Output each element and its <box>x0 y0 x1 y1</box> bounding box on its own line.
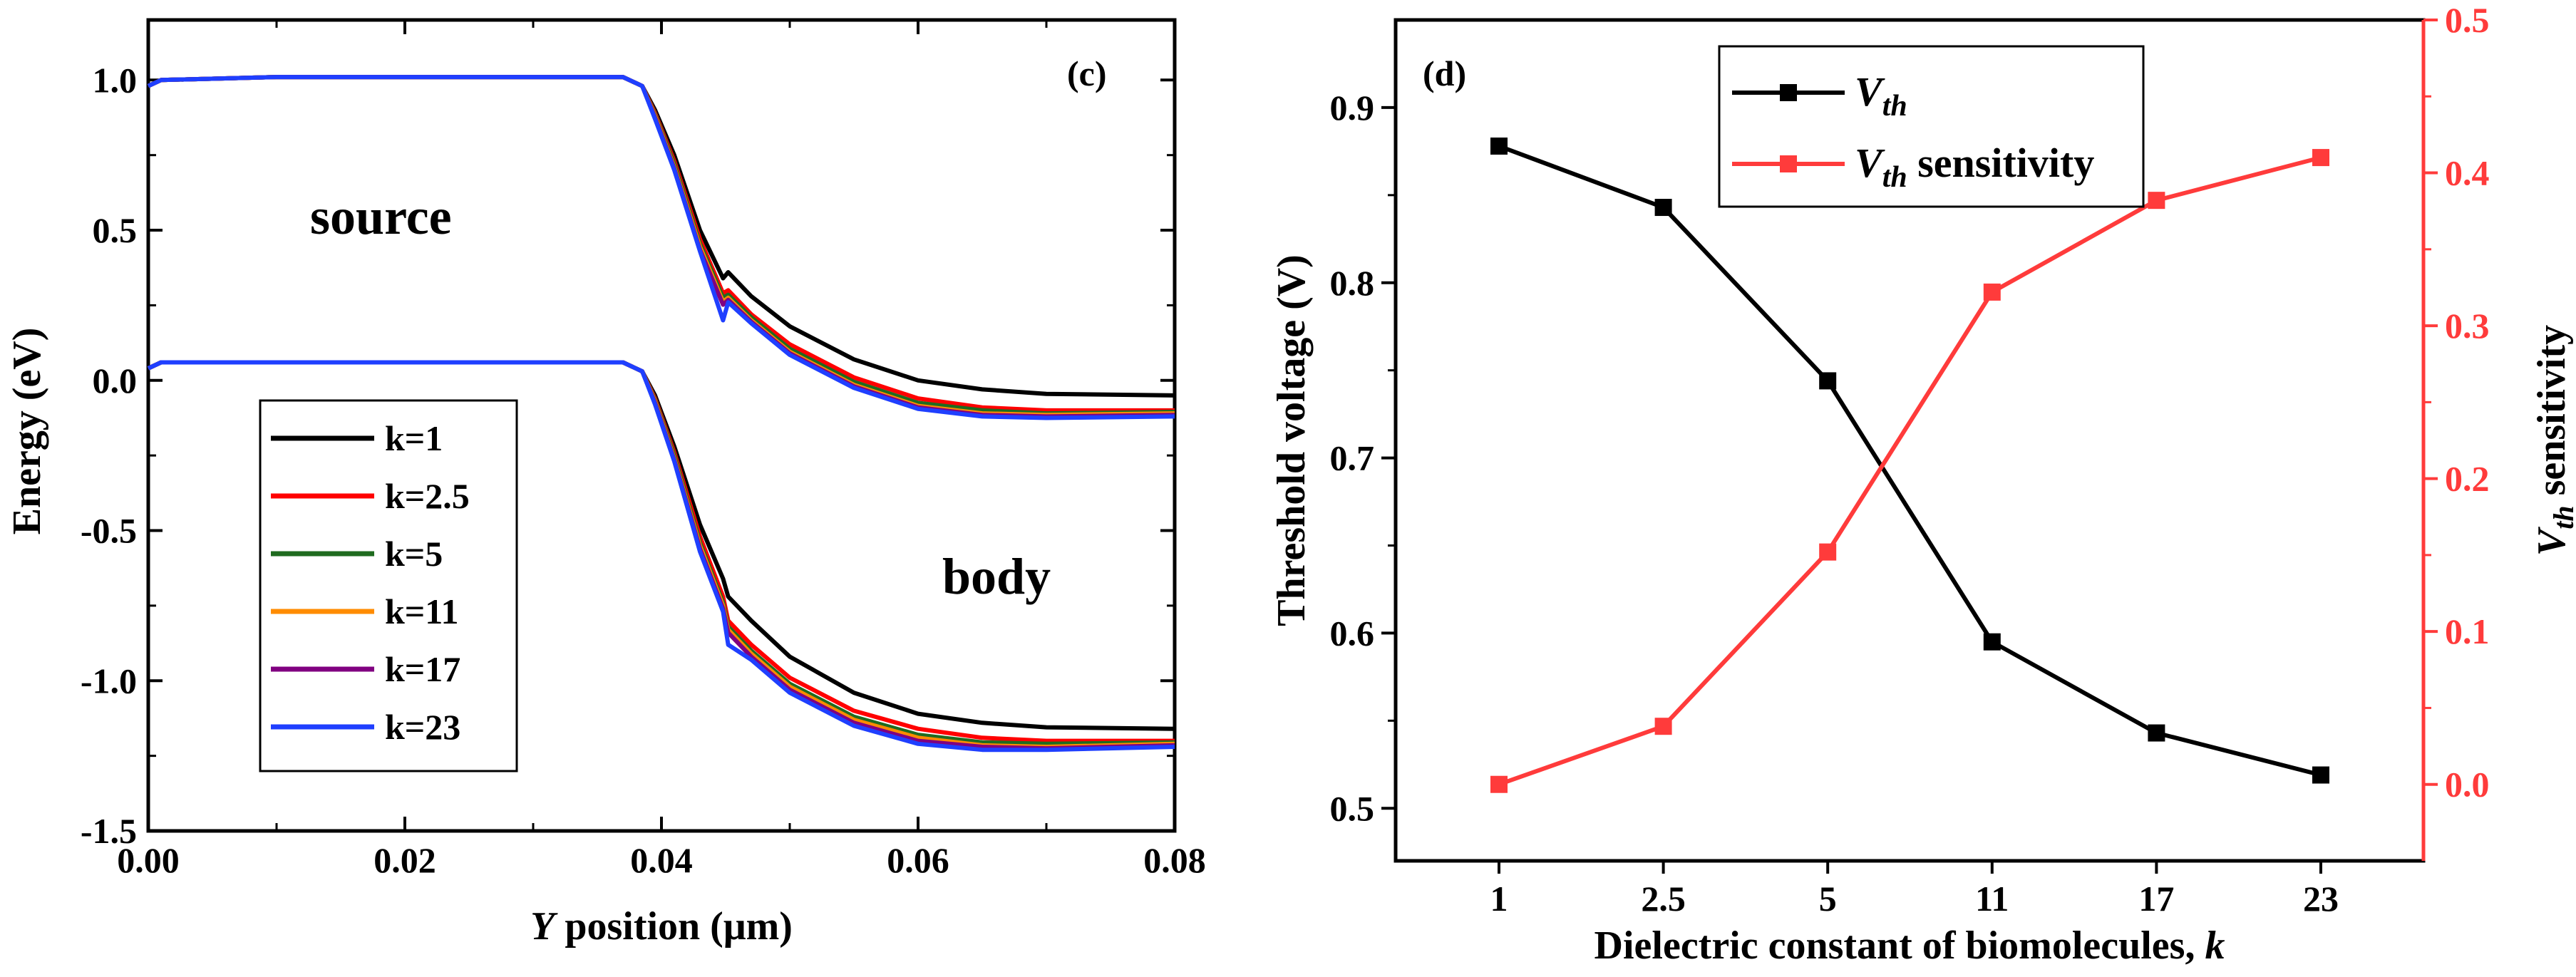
panel-d-ticks: 1 2.5 5 11 17 23 0.5 0.6 0.7 0.8 0.9 0.0 0.1 0.2 0.3 0.… <box>1330 0 2490 919</box>
panel-c-label: (c) <box>1067 53 1107 93</box>
panel-c-legend: k=1 k=2.5 k=5 k=11 k=17 k=23 <box>259 399 518 772</box>
panel-d-right-y-axis-rest: sensitivity <box>2530 325 2574 506</box>
panel-d-x-axis-var: k <box>2205 924 2225 968</box>
panel-d-series-lines <box>1490 138 2329 793</box>
series-left-marker-23 <box>2312 766 2329 784</box>
panel-d-legend-marker-1 <box>1780 155 1797 172</box>
panel-d-threshold-chart: 1 2.5 5 11 17 23 0.5 0.6 0.7 0.8 0.9 0.0 0.1 0.2 0.3 0.… <box>1269 0 2576 968</box>
panel-d-left-y-tick-label-4: 0.9 <box>1330 88 1375 128</box>
series-right-marker-5 <box>1819 543 1837 561</box>
panel-c-ticks: 0.00 0.02 0.04 0.06 0.08 -1.5 -1.0 -0.5 0.0 0.5 1.… <box>81 20 1206 880</box>
panel-c-y-tick-label-4: 0.5 <box>93 210 138 250</box>
panel-c-energy-band-chart: 0.00 0.02 0.04 0.06 0.08 -1.5 -1.0 -0.5 0.0 0.5 1.… <box>5 18 1206 948</box>
series-right-marker-2.5 <box>1654 718 1672 735</box>
panel-d-legend-box <box>1718 45 2145 208</box>
panel-d-right-y-axis-sub: th <box>2547 505 2576 529</box>
panel-d-legend-label-0: Vth <box>1855 68 1907 123</box>
panel-c-x-tick-label-1: 0.02 <box>373 840 436 880</box>
panel-d-right-y-tick-label-0: 0.0 <box>2445 765 2490 805</box>
panel-d-x-axis-title: Dielectric constant of biomolecules, k <box>1594 924 2225 968</box>
legend-label-k=5: k=5 <box>385 534 443 574</box>
panel-c-x-axis-title: Y position (μm) <box>530 904 793 948</box>
panel-d-legend-sub-1: th <box>1882 161 1907 194</box>
panel-d-right-y-axis-var: V <box>2530 526 2574 556</box>
panel-d-left-y-tick-label-1: 0.6 <box>1330 613 1375 653</box>
panel-c-x-tick-label-0: 0.00 <box>117 840 180 880</box>
panel-d-x-tick-label-5: 23 <box>2303 879 2339 919</box>
panel-c-x-axis-var: Y <box>530 904 558 948</box>
panel-d-legend-sub-0: th <box>1882 90 1907 123</box>
panel-c-y-axis-title: Energy (eV) <box>5 328 49 535</box>
panel-d-left-y-tick-label-0: 0.5 <box>1330 788 1375 828</box>
panel-c-x-tick-label-4: 0.08 <box>1143 840 1206 880</box>
panel-d-left-y-tick-label-2: 0.7 <box>1330 438 1375 478</box>
panel-c-legend-box <box>259 399 518 772</box>
panel-d-x-tick-label-4: 17 <box>2138 879 2174 919</box>
panel-c-x-axis-rest: position (μm) <box>555 904 793 948</box>
series-right-marker-23 <box>2312 149 2329 167</box>
panel-d-right-y-axis-title: Vth sensitivity <box>2530 325 2576 556</box>
panel-d-x-tick-label-3: 11 <box>1975 879 2009 919</box>
legend-label-k=11: k=11 <box>385 591 459 631</box>
body-annotation: body <box>942 548 1051 605</box>
series-right-marker-1 <box>1490 775 1508 793</box>
panel-d-legend-marker-0 <box>1780 84 1797 101</box>
panel-d-legend-var-1: V <box>1855 140 1885 186</box>
series-k=23-valence-line <box>147 360 1175 753</box>
legend-label-k=17: k=17 <box>385 649 460 689</box>
panel-c-x-tick-label-3: 0.06 <box>887 840 949 880</box>
source-annotation: source <box>310 188 452 245</box>
legend-label-k=2.5: k=2.5 <box>385 476 470 516</box>
series-left-marker-1 <box>1490 138 1508 155</box>
panel-d-left-y-tick-label-3: 0.8 <box>1330 263 1375 303</box>
series-left-marker-5 <box>1819 372 1837 390</box>
series-left-marker-2.5 <box>1654 199 1672 217</box>
panel-d-x-tick-label-2: 5 <box>1819 879 1837 919</box>
panel-d-legend-rest-1: sensitivity <box>1907 140 2095 186</box>
panel-c-y-tick-label-0: -1.5 <box>81 811 137 851</box>
panel-d-x-tick-label-0: 1 <box>1490 879 1508 919</box>
series-right-marker-17 <box>2148 192 2165 210</box>
series-right-marker-11 <box>1983 283 2001 301</box>
legend-label-k=1: k=1 <box>385 418 443 458</box>
series-left-marker-17 <box>2148 724 2165 742</box>
panel-d-legend-var-0: V <box>1855 68 1885 115</box>
panel-c-y-tick-label-5: 1.0 <box>93 60 138 100</box>
series-right-line <box>1498 155 2322 787</box>
panel-d-right-y-tick-label-4: 0.4 <box>2445 153 2490 193</box>
panel-c-y-tick-label-2: -0.5 <box>81 511 137 551</box>
panel-c-y-tick-label-1: -1.0 <box>81 661 137 701</box>
series-left-line <box>1498 144 2322 777</box>
series-k=23-conduction-line <box>147 75 1175 420</box>
panel-d-right-y-tick-label-3: 0.3 <box>2445 306 2490 346</box>
panel-d-x-tick-label-1: 2.5 <box>1641 879 1686 919</box>
panel-c-y-tick-label-3: 0.0 <box>93 361 138 400</box>
legend-label-k=23: k=23 <box>385 707 460 747</box>
panel-c-series-lines <box>147 75 1175 753</box>
panel-d-left-y-axis-title: Threshold voltage (V) <box>1269 254 1314 626</box>
panel-d-label: (d) <box>1423 53 1466 93</box>
panel-c-x-tick-label-2: 0.04 <box>630 840 693 880</box>
panel-d-right-y-tick-label-2: 0.2 <box>2445 459 2490 499</box>
series-left-marker-11 <box>1983 633 2001 651</box>
panel-d-right-y-tick-label-1: 0.1 <box>2445 611 2490 651</box>
panel-d-right-y-tick-label-5: 0.5 <box>2445 0 2490 40</box>
panel-d-x-axis-main: Dielectric constant of biomolecules, <box>1594 924 2205 968</box>
panel-d-legend-label-1: Vth sensitivity <box>1855 140 2094 194</box>
